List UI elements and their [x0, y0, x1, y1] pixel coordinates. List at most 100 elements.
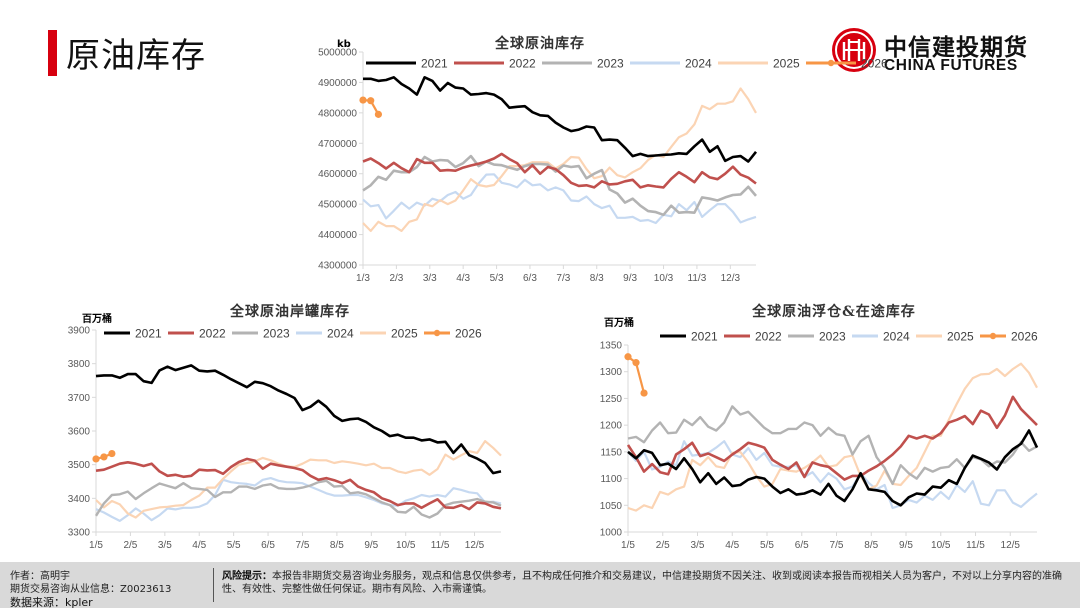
- risk-text: 本报告非期货交易咨询业务服务，观点和信息仅供参考，且不构成任何推介和交易建议，中…: [222, 571, 1062, 595]
- legend-item-2022: 2022: [168, 327, 226, 341]
- legend-label: 2021: [691, 330, 718, 344]
- y-tick-label: 3300: [68, 528, 91, 539]
- y-tick-label: 3900: [68, 326, 91, 337]
- footer: 作者：高明宇 期货交易咨询从业信息：Z0023613 数据来源：kpler 风险…: [0, 562, 1080, 609]
- x-tick-label: 12/5: [1001, 540, 1021, 551]
- series-point-2026: [640, 389, 648, 397]
- x-tick-label: 11/3: [688, 273, 707, 284]
- x-tick-label: 12/5: [465, 540, 485, 551]
- y-tick-label: 1000: [600, 528, 623, 539]
- y-tick-label: 4700000: [318, 139, 357, 150]
- license-label: 期货交易咨询从业信息：Z0023613: [10, 584, 172, 595]
- title-accent-bar: [48, 30, 57, 76]
- series-point-2026: [632, 359, 640, 367]
- x-tick-label: 10/5: [396, 540, 416, 551]
- y-tick-label: 1200: [600, 421, 623, 432]
- series-line-2024: [362, 173, 757, 225]
- footer-author-info: 作者：高明宇 期货交易咨询从业信息：Z0023613 数据来源：kpler: [10, 570, 171, 609]
- legend-item-2024: 2024: [630, 57, 712, 71]
- chart-title: 全球原油库存: [494, 35, 585, 52]
- x-tick-label: 5/3: [490, 273, 504, 284]
- series-point-2026: [359, 96, 367, 104]
- legend-label: 2026: [455, 327, 482, 341]
- risk-disclaimer: 风险提示：本报告非期货交易咨询业务服务，观点和信息仅供参考，且不构成任何推介和交…: [222, 570, 1062, 596]
- series-line-2022: [362, 152, 757, 189]
- legend-item-2021: 2021: [660, 330, 718, 344]
- chart-title: 全球原油浮仓&在途库存: [751, 303, 916, 320]
- series-line-2024: [95, 477, 502, 523]
- x-tick-label: 3/5: [691, 540, 705, 551]
- legend-item-2025: 2025: [718, 57, 800, 71]
- x-tick-label: 5/5: [760, 540, 774, 551]
- x-tick-label: 2/5: [123, 540, 137, 551]
- legend-label: 2022: [199, 327, 226, 341]
- x-tick-label: 6/5: [795, 540, 809, 551]
- x-tick-label: 8/3: [590, 273, 604, 284]
- legend-item-2026: 2026: [806, 57, 888, 71]
- y-tick-label: 3400: [68, 494, 91, 505]
- legend-marker: [827, 59, 835, 67]
- legend-item-2023: 2023: [542, 57, 624, 71]
- y-tick-label: 3500: [68, 460, 91, 471]
- legend-item-2021: 2021: [104, 327, 162, 341]
- chart-title: 全球原油岸罐库存: [229, 303, 350, 320]
- legend-label: 2025: [773, 57, 800, 71]
- company-logo: 中信建投期货 CHINA FUTURES: [832, 26, 1042, 78]
- logo-name-en: CHINA FUTURES: [884, 57, 1018, 74]
- x-tick-label: 1/5: [621, 540, 635, 551]
- x-tick-label: 10/3: [654, 273, 674, 284]
- x-tick-label: 6/3: [523, 273, 537, 284]
- y-tick-label: 4400000: [318, 230, 357, 241]
- x-tick-label: 8/5: [330, 540, 344, 551]
- x-tick-label: 6/5: [261, 540, 275, 551]
- legend-item-2026: 2026: [424, 327, 482, 341]
- legend-item-2026: 2026: [980, 330, 1038, 344]
- y-axis-unit: kb: [337, 39, 351, 50]
- y-tick-label: 1250: [600, 394, 623, 405]
- data-source-label: 数据来源：kpler: [10, 596, 93, 609]
- x-tick-label: 2/3: [389, 273, 403, 284]
- legend-item-2022: 2022: [454, 57, 536, 71]
- legend-label: 2022: [755, 330, 782, 344]
- series-line-2021: [627, 429, 1039, 507]
- series-point-2026: [367, 97, 375, 105]
- series-line-2025: [362, 87, 757, 232]
- legend-item-2023: 2023: [232, 327, 290, 341]
- legend-item-2024: 2024: [296, 327, 354, 341]
- y-tick-label: 1100: [600, 474, 622, 485]
- x-tick-label: 9/3: [623, 273, 637, 284]
- legend-item-2024: 2024: [852, 330, 910, 344]
- y-tick-label: 1350: [600, 341, 623, 352]
- legend-label: 2021: [135, 327, 162, 341]
- x-tick-label: 1/5: [89, 540, 103, 551]
- y-tick-label: 3700: [68, 393, 91, 404]
- legend-label: 2023: [597, 57, 624, 71]
- y-tick-label: 1300: [600, 367, 623, 378]
- series-line-2021: [95, 364, 502, 475]
- series-point-2026: [108, 449, 116, 458]
- series-point-2026: [100, 453, 108, 461]
- x-tick-label: 4/3: [456, 273, 470, 284]
- logo-name-cn: 中信建投期货: [884, 35, 1028, 61]
- x-tick-label: 3/3: [423, 273, 437, 284]
- author-label: 作者：高明宇: [10, 571, 70, 582]
- y-tick-label: 5000000: [318, 48, 357, 59]
- series-line-2023: [362, 154, 757, 217]
- x-tick-label: 5/5: [227, 540, 241, 551]
- series-line-2021: [363, 76, 758, 163]
- x-tick-label: 7/5: [296, 540, 310, 551]
- x-tick-label: 1/3: [356, 273, 370, 284]
- legend-label: 2022: [509, 57, 536, 71]
- y-tick-label: 3600: [68, 427, 91, 438]
- page-title: 原油库存: [66, 36, 206, 76]
- legend-label: 2024: [685, 57, 712, 71]
- series-line-2025: [95, 440, 502, 519]
- legend-item-2025: 2025: [360, 327, 418, 341]
- risk-title: 风险提示：: [222, 571, 272, 582]
- x-tick-label: 12/3: [721, 273, 741, 284]
- x-tick-label: 7/5: [830, 540, 844, 551]
- x-tick-label: 7/3: [556, 273, 570, 284]
